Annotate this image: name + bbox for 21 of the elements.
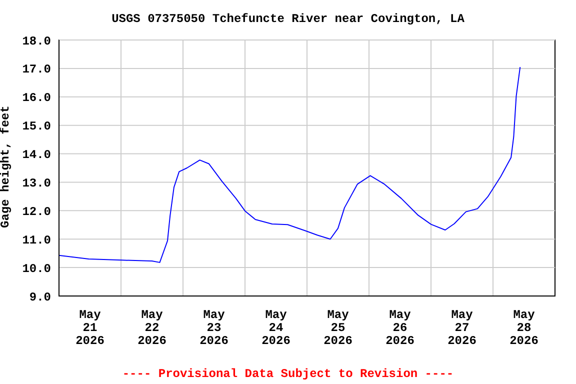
- y-tick-label: 13.0: [22, 176, 51, 190]
- y-tick-label: 15.0: [22, 120, 51, 134]
- y-tick-label: 14.0: [22, 148, 51, 162]
- x-tick-label: May 23 2026: [200, 308, 228, 348]
- y-tick-label: 10.0: [22, 262, 51, 276]
- x-tick-label: May 26 2026: [386, 308, 414, 348]
- text: ---- Provisional Data Subject to Revision ----: [121, 367, 455, 381]
- x-tick-label: May 25 2026: [324, 308, 352, 348]
- y-tick-label: 17.0: [22, 62, 51, 77]
- y-tick-label: 18.0: [22, 34, 51, 48]
- x-tick-label: May 27 2026: [448, 308, 476, 348]
- x-tick-label: May 22 2026: [138, 308, 166, 348]
- x-tick-label: May 24 2026: [262, 308, 290, 348]
- x-tick-label: May 21 2026: [76, 308, 104, 348]
- y-tick-label: 12.0: [22, 204, 51, 219]
- x-tick-label: May 28 2026: [510, 308, 538, 348]
- y-tick-label: 11.0: [22, 233, 51, 248]
- chart-title: USGS 07375050 Tchefuncte River near Covington, LA: [110, 12, 466, 26]
- y-tick-label: 9.0: [29, 290, 51, 304]
- y-tick-label: 16.0: [22, 91, 51, 106]
- line-series: [59, 66, 521, 263]
